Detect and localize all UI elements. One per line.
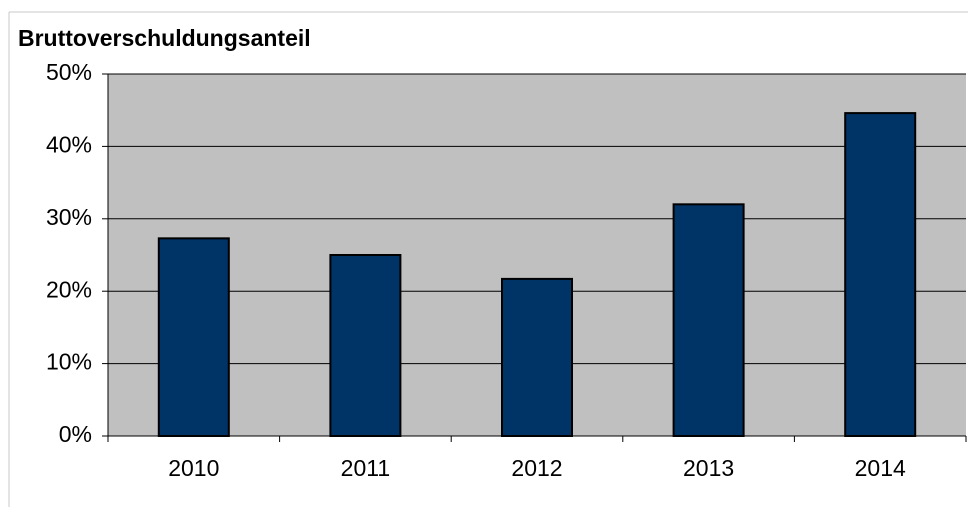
x-tick-label: 2013 — [683, 455, 734, 481]
x-tick-label: 2012 — [511, 455, 562, 481]
chart-title: Bruttoverschuldungsanteil — [18, 25, 311, 51]
x-tick-label: 2011 — [341, 455, 390, 481]
y-tick-label: 10% — [46, 349, 92, 375]
bar — [844, 112, 917, 437]
y-tick-label: 50% — [46, 59, 92, 85]
x-tick-label: 2010 — [168, 455, 219, 481]
y-tick-label: 0% — [59, 421, 92, 447]
x-tick-label: 2014 — [855, 455, 906, 481]
bar — [672, 203, 745, 437]
y-tick-label: 20% — [46, 276, 92, 302]
bar — [329, 254, 402, 437]
bar — [501, 277, 573, 437]
y-tick-label: 30% — [46, 204, 92, 230]
y-tick-label: 40% — [46, 131, 92, 157]
bar — [157, 237, 230, 437]
